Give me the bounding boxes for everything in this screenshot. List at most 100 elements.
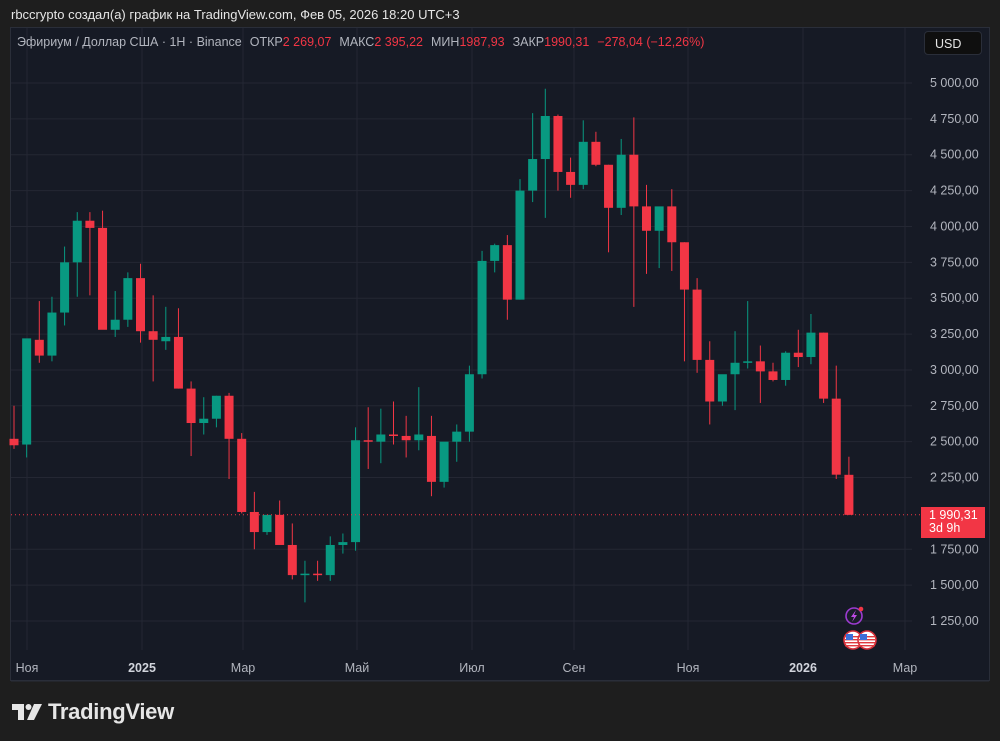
candle[interactable] bbox=[679, 242, 689, 362]
candle[interactable] bbox=[819, 332, 829, 403]
candle[interactable] bbox=[325, 536, 335, 581]
candle[interactable] bbox=[502, 235, 512, 320]
candle[interactable] bbox=[186, 381, 196, 457]
close-label: ЗАКР bbox=[512, 35, 545, 49]
candle[interactable] bbox=[743, 301, 753, 369]
candle[interactable] bbox=[338, 533, 348, 554]
candle[interactable] bbox=[224, 392, 234, 479]
time-axis-label: Мар bbox=[893, 661, 918, 675]
change-value: −278,04 (−12,26%) bbox=[597, 35, 705, 49]
price-axis-label: 3 250,00 bbox=[930, 327, 979, 341]
ohlc-legend: Эфириум / Доллар США · 1H · Binance ОТКР2… bbox=[17, 35, 704, 49]
candle[interactable] bbox=[22, 338, 32, 458]
candle[interactable] bbox=[477, 250, 487, 379]
us-flag-event-icon[interactable] bbox=[857, 630, 877, 650]
brand-name: TradingView bbox=[48, 699, 174, 724]
time-axis-label: Ноя bbox=[16, 661, 39, 675]
candle[interactable] bbox=[692, 278, 702, 373]
candle[interactable] bbox=[616, 138, 626, 215]
currency-button[interactable]: USD bbox=[924, 31, 982, 55]
candle[interactable] bbox=[755, 345, 765, 403]
candle[interactable] bbox=[604, 164, 614, 253]
candle[interactable] bbox=[351, 427, 361, 551]
candle[interactable] bbox=[591, 131, 601, 167]
price-axis-label: 4 750,00 bbox=[930, 112, 979, 126]
candle[interactable] bbox=[161, 306, 171, 350]
candle[interactable] bbox=[452, 424, 462, 462]
candle[interactable] bbox=[275, 500, 285, 545]
candle[interactable] bbox=[60, 246, 70, 326]
candle[interactable] bbox=[578, 120, 588, 190]
price-axis-label: 1 250,00 bbox=[930, 614, 979, 628]
candle[interactable] bbox=[654, 206, 664, 269]
candle[interactable] bbox=[642, 184, 651, 274]
candle[interactable] bbox=[148, 295, 158, 382]
candle[interactable] bbox=[211, 395, 221, 428]
candle[interactable] bbox=[287, 523, 297, 580]
open-label: ОТКР bbox=[249, 35, 283, 49]
price-axis-label: 4 500,00 bbox=[930, 148, 979, 162]
price-axis-label: 1 500,00 bbox=[930, 578, 979, 592]
candle[interactable] bbox=[237, 433, 247, 514]
low-value: 1987,93 bbox=[459, 35, 505, 49]
candle[interactable] bbox=[110, 291, 120, 337]
symbol-label[interactable]: Эфириум / Доллар США · 1H · Binance bbox=[17, 35, 242, 49]
price-axis-label: 2 750,00 bbox=[930, 399, 979, 413]
price-axis-label: 5 000,00 bbox=[930, 76, 979, 90]
candle[interactable] bbox=[9, 405, 19, 449]
candle[interactable] bbox=[629, 117, 639, 307]
price-axis-label: 2 500,00 bbox=[930, 435, 979, 449]
candle[interactable] bbox=[464, 365, 474, 442]
candle[interactable] bbox=[72, 212, 82, 297]
candle[interactable] bbox=[781, 351, 791, 386]
candle[interactable] bbox=[199, 397, 209, 435]
candle[interactable] bbox=[300, 560, 310, 603]
price-axis-label: 3 500,00 bbox=[930, 291, 979, 305]
chart-caption: rbccrypto создал(а) график на TradingVie… bbox=[11, 7, 460, 22]
candle[interactable] bbox=[566, 157, 576, 198]
lightning-event-icon[interactable] bbox=[845, 606, 864, 625]
candle[interactable] bbox=[806, 313, 816, 365]
candle[interactable] bbox=[363, 407, 373, 469]
time-axis-label: Ноя bbox=[677, 661, 700, 675]
candle[interactable] bbox=[705, 341, 715, 425]
price-axis-label: 3 000,00 bbox=[930, 363, 979, 377]
time-axis-label: Мар bbox=[231, 661, 256, 675]
candle[interactable] bbox=[85, 212, 95, 296]
candle[interactable] bbox=[831, 365, 841, 479]
candle[interactable] bbox=[389, 401, 398, 445]
price-axis-label: 1 750,00 bbox=[930, 542, 979, 556]
candle[interactable] bbox=[47, 296, 57, 362]
candle[interactable] bbox=[667, 189, 677, 271]
last-price-value: 1 990,31 bbox=[929, 508, 978, 522]
candle[interactable] bbox=[717, 374, 727, 406]
candle[interactable] bbox=[844, 456, 854, 516]
time-axis-label: Июл bbox=[459, 661, 484, 675]
candle[interactable] bbox=[313, 560, 323, 581]
candle[interactable] bbox=[401, 415, 411, 458]
candle[interactable] bbox=[376, 408, 386, 464]
candle[interactable] bbox=[439, 441, 449, 488]
candle[interactable] bbox=[249, 491, 259, 550]
candle[interactable] bbox=[34, 301, 44, 363]
candle[interactable] bbox=[123, 272, 133, 327]
price-axis-label: 4 000,00 bbox=[930, 219, 979, 233]
candle[interactable] bbox=[730, 331, 740, 411]
candle[interactable] bbox=[98, 210, 108, 330]
candle[interactable] bbox=[136, 263, 145, 343]
candle[interactable] bbox=[540, 88, 550, 218]
open-value: 2 269,07 bbox=[282, 35, 332, 49]
candle[interactable] bbox=[426, 415, 436, 497]
candle[interactable] bbox=[515, 179, 525, 300]
candle[interactable] bbox=[414, 387, 424, 451]
candle[interactable] bbox=[173, 308, 183, 389]
candle[interactable] bbox=[793, 329, 803, 368]
bar-countdown: 3d 9h bbox=[929, 521, 961, 535]
candle[interactable] bbox=[553, 114, 563, 191]
candle[interactable] bbox=[490, 243, 500, 273]
candle[interactable] bbox=[528, 113, 538, 203]
candle[interactable] bbox=[262, 514, 272, 535]
candle[interactable] bbox=[768, 362, 778, 382]
tradingview-logo[interactable]: TradingView bbox=[12, 699, 174, 725]
